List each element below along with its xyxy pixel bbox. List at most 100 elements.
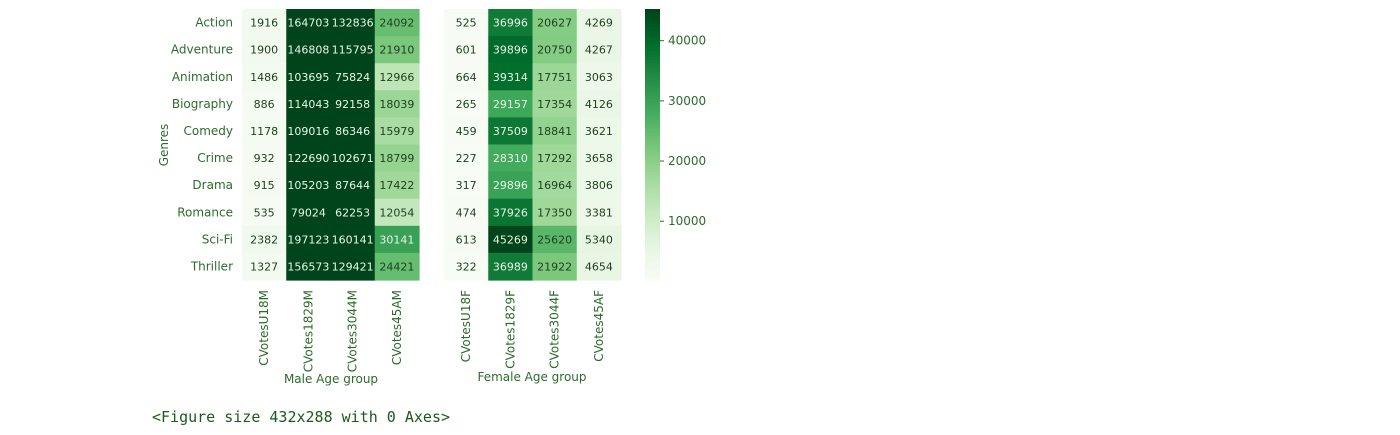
male-cell [286, 9, 332, 37]
colorbar-segment [645, 210, 660, 215]
colorbar-segment [645, 36, 660, 40]
colorbar-segment [645, 201, 660, 206]
male-cell [374, 225, 420, 254]
female-cell [576, 36, 622, 64]
female-cell [532, 144, 578, 173]
colorbar-segment [645, 219, 660, 224]
male-cell-label: 105203 [287, 179, 329, 192]
male-cell [242, 171, 287, 200]
female-cell-label: 3381 [585, 206, 613, 219]
female-cell [444, 252, 489, 281]
colorbar-segment [645, 45, 660, 49]
female-cell [488, 144, 534, 173]
male-cell-label: 1178 [250, 125, 278, 138]
female-cell [488, 117, 534, 146]
colorbar-segment [645, 192, 660, 197]
male-cell [286, 225, 332, 254]
colorbar-segment [645, 147, 660, 152]
female-cell [532, 117, 578, 146]
male-cell [374, 117, 420, 146]
male-cell-label: 886 [254, 98, 275, 111]
colorbar-segment [645, 141, 660, 146]
male-cell-label: 17422 [379, 179, 414, 192]
colorbar-segment [645, 186, 660, 191]
female-cell [532, 198, 578, 227]
female-cell [444, 36, 489, 64]
male-cell-label: 1900 [250, 44, 278, 57]
colorbar-segment [645, 195, 660, 200]
male-cell [242, 63, 287, 91]
colorbar-segment [645, 213, 660, 218]
female-cell [532, 90, 578, 118]
male-cell [242, 198, 287, 227]
row-label: Biography [172, 97, 233, 111]
colorbar-segment [645, 258, 660, 263]
colorbar-segment [645, 60, 660, 64]
colorbar-segment [645, 117, 660, 122]
male-cell-label: 1486 [250, 71, 278, 84]
female-cell-label: 317 [456, 179, 477, 192]
female-cell-label: 45269 [493, 233, 528, 246]
male-cell-label: 103695 [287, 71, 329, 84]
male-cell-label: 114043 [287, 98, 329, 111]
female-cell [488, 171, 534, 200]
column-label: CVotesU18M [257, 290, 271, 366]
female-cell [532, 9, 578, 37]
female-cell [532, 252, 578, 281]
column-label: CVotes1829F [503, 290, 517, 369]
colorbar-segment [645, 51, 660, 55]
female-cell-label: 16964 [537, 179, 572, 192]
female-cell [488, 9, 534, 37]
female-cell [532, 63, 578, 91]
male-cell [330, 198, 376, 227]
colorbar-segment [645, 96, 660, 101]
male-cell-label: 102671 [332, 152, 374, 165]
colorbar-segment [645, 24, 660, 28]
colorbar-segment [645, 189, 660, 194]
row-label: Drama [192, 178, 233, 192]
female-cell-label: 39314 [493, 71, 528, 84]
male-cell-label: 197123 [287, 233, 329, 246]
colorbar-segment [645, 225, 660, 230]
female-cell [444, 9, 489, 37]
male-cell [242, 9, 287, 37]
colorbar-segment [645, 18, 660, 22]
colorbar-tick-label: 30000 [668, 94, 706, 108]
colorbar-segment [645, 63, 660, 68]
male-cell-label: 87644 [335, 179, 370, 192]
colorbar-segment [645, 111, 660, 116]
female-cell-label: 3063 [585, 71, 613, 84]
female-cell [488, 225, 534, 254]
colorbar-segment [645, 129, 660, 134]
female-cell [444, 171, 489, 200]
female-cell-label: 25620 [537, 233, 572, 246]
colorbar-segment [645, 66, 660, 71]
male-cell-label: 122690 [287, 152, 329, 165]
male-cell [330, 144, 376, 173]
male-cell-label: 86346 [335, 125, 370, 138]
colorbar-tick-label: 20000 [668, 154, 706, 168]
male-cell-label: 129421 [332, 260, 374, 273]
female-cell-label: 5340 [585, 233, 613, 246]
colorbar-segment [645, 222, 660, 227]
colorbar-segment [645, 270, 660, 275]
colorbar-segment [645, 81, 660, 86]
colorbar-segment [645, 180, 660, 185]
column-label: CVotesU18F [459, 290, 473, 362]
female-cell-label: 28310 [493, 152, 528, 165]
colorbar-segment [645, 30, 660, 34]
male-cell-label: 30141 [379, 233, 414, 246]
female-cell [444, 63, 489, 91]
colorbar-segment [645, 120, 660, 125]
female-cell-label: 36989 [493, 260, 528, 273]
male-cell-label: 2382 [250, 233, 278, 246]
male-cell [242, 90, 287, 118]
colorbar-segment [645, 168, 660, 173]
colorbar-segment [645, 144, 660, 149]
male-cell-label: 535 [254, 206, 275, 219]
male-cell-label: 1327 [250, 260, 278, 273]
female-cell-label: 29157 [493, 98, 528, 111]
colorbar-segment [645, 183, 660, 188]
female-cell [576, 252, 622, 281]
